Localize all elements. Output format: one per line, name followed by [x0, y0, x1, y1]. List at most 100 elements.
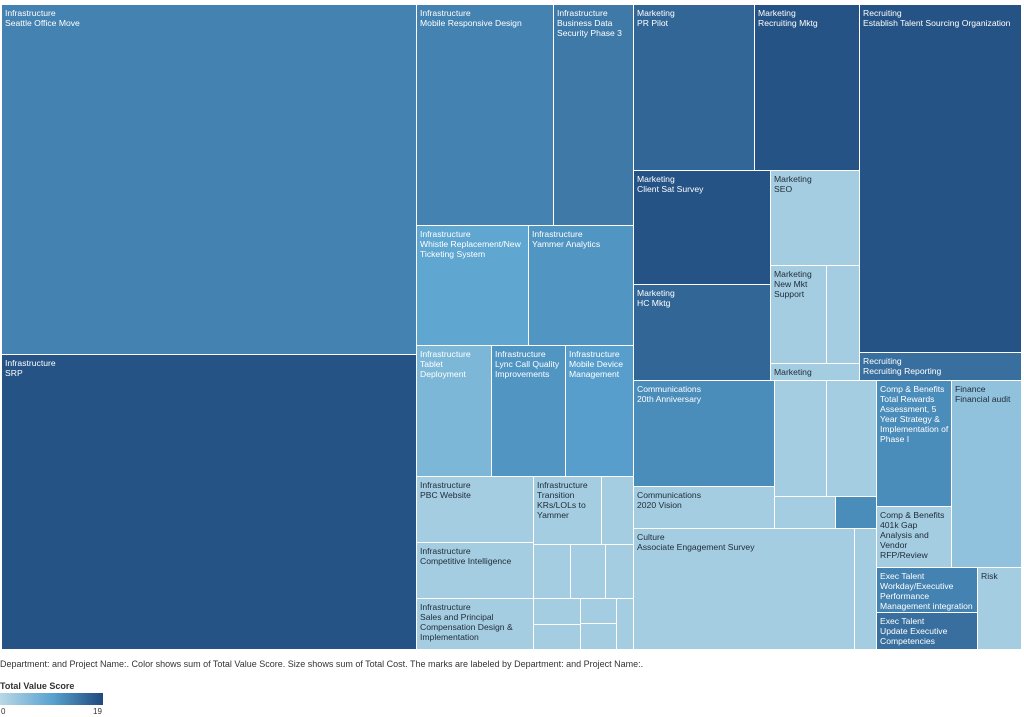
legend-min-label: 0	[1, 707, 6, 716]
treemap-tile: Infrastructure Business Data Security Pha…	[554, 5, 634, 226]
treemap-tile-unlabeled	[827, 266, 860, 364]
treemap-tile: Infrastructure SRP	[2, 355, 417, 650]
treemap-tile: Marketing	[771, 364, 860, 381]
tile-project-label: Sales and Principal Compensation Design …	[420, 612, 513, 642]
tile-department-label: Risk	[981, 571, 998, 581]
treemap-tile: Marketing HC Mktg	[634, 285, 771, 381]
tile-department-label: Marketing	[637, 174, 675, 184]
tile-project-label: SRP	[5, 368, 23, 378]
treemap-tile: Exec Talent Update Executive Competencies	[877, 613, 978, 650]
treemap-tile-unlabeled	[581, 624, 617, 650]
tile-project-label: Update Executive Competencies	[880, 626, 948, 646]
tile-project-label: New Mkt Support	[774, 279, 808, 299]
treemap-tile: Infrastructure PBC Website	[417, 477, 534, 543]
treemap-tile: Infrastructure Lync Call Quality Improvem…	[492, 346, 566, 477]
treemap-tile: Comp & Benefits Total Rewards Assessment,…	[877, 381, 952, 507]
tile-project-label: Recruiting Mktg	[758, 18, 818, 28]
treemap-tile: Marketing SEO	[771, 171, 860, 266]
tile-project-label: Lync Call Quality Improvements	[495, 359, 560, 379]
tile-department-label: Infrastructure	[420, 546, 471, 556]
tile-department-label: Exec Talent	[880, 616, 925, 626]
tile-project-label: Business Data Security Phase 3	[557, 18, 622, 38]
tile-project-label: PBC Website	[420, 490, 471, 500]
tile-department-label: Infrastructure	[420, 8, 471, 18]
legend-max-label: 19	[93, 707, 102, 716]
treemap-tile: Infrastructure Mobile Device Management	[566, 346, 634, 477]
tile-department-label: Infrastructure	[420, 602, 471, 612]
tile-project-label: HC Mktg	[637, 298, 671, 308]
tile-department-label: Marketing	[758, 8, 796, 18]
tile-department-label: Recruiting	[863, 356, 902, 366]
treemap-tile-unlabeled	[534, 599, 581, 625]
tile-project-label: 2020 Vision	[637, 500, 682, 510]
chart-caption: Department: and Project Name:. Color sho…	[0, 659, 644, 669]
tile-department-label: Recruiting	[863, 8, 902, 18]
treemap-tile: Infrastructure Whistle Replacement/New Ti…	[417, 226, 529, 346]
treemap-tile-unlabeled	[602, 477, 634, 545]
tile-department-label: Finance	[955, 384, 986, 394]
tile-project-label: Client Sat Survey	[637, 184, 704, 194]
tile-department-label: Comp & Benefits	[880, 510, 945, 520]
treemap-tile-unlabeled	[581, 599, 617, 624]
tile-project-label: PR Pilot	[637, 18, 669, 28]
treemap-tile-unlabeled	[775, 381, 827, 497]
treemap-tile: Recruiting Establish Talent Sourcing Orga…	[860, 5, 1022, 353]
treemap-tile: Risk	[978, 568, 1022, 650]
tile-department-label: Marketing	[637, 288, 675, 298]
tile-department-label: Infrastructure	[537, 480, 588, 490]
tile-project-label: 20th Anniversary	[637, 394, 702, 404]
tile-project-label: Yammer Analytics	[532, 239, 601, 249]
treemap-tile-unlabeled	[606, 545, 634, 599]
treemap-tile: Finance Financial audit	[952, 381, 1022, 568]
treemap-tile-unlabeled	[571, 545, 606, 599]
treemap-tile: Infrastructure Yammer Analytics	[529, 226, 634, 346]
treemap-tile-unlabeled	[617, 599, 634, 650]
tile-department-label: Marketing	[637, 8, 675, 18]
tile-department-label: Infrastructure	[420, 349, 471, 359]
treemap-tile: Comp & Benefits 401k Gap Analysis and Ven…	[877, 507, 952, 568]
tile-project-label: Recruiting Reporting	[863, 366, 942, 376]
treemap-tile: Infrastructure Transition KRs/LOLs to Yam…	[534, 477, 602, 545]
tile-project-label: Financial audit	[955, 394, 1011, 404]
treemap-tile: Infrastructure Mobile Responsive Design	[417, 5, 554, 226]
treemap-tile-unlabeled	[855, 529, 877, 650]
treemap-tile: Culture Associate Engagement Survey	[634, 529, 855, 650]
tile-department-label: Marketing	[774, 269, 812, 279]
tile-project-label: Tablet Deployment	[420, 359, 466, 379]
treemap-tile-unlabeled	[827, 381, 877, 497]
treemap-tile: Communications 20th Anniversary	[634, 381, 775, 487]
legend-title: Total Value Score	[0, 681, 75, 691]
tile-department-label: Infrastructure	[420, 480, 471, 490]
tile-project-label: Transition KRs/LOLs to Yammer	[537, 490, 586, 520]
treemap-tile-unlabeled	[534, 545, 571, 599]
treemap-tile: Infrastructure Seattle Office Move	[2, 5, 417, 355]
tile-department-label: Culture	[637, 532, 665, 542]
treemap-tile: Infrastructure Tablet Deployment	[417, 346, 492, 477]
tile-project-label: Establish Talent Sourcing Organization	[863, 18, 1011, 28]
tile-project-label: Total Rewards Assessment, 5 Year Strateg…	[880, 394, 949, 444]
treemap-tile: Marketing Recruiting Mktg	[755, 5, 860, 171]
tile-project-label: Whistle Replacement/New Ticketing System	[420, 239, 521, 259]
tile-department-label: Infrastructure	[495, 349, 546, 359]
treemap-tile: Marketing PR Pilot	[634, 5, 755, 171]
tile-department-label: Comp & Benefits	[880, 384, 945, 394]
treemap-tile: Communications 2020 Vision	[634, 487, 775, 529]
tile-project-label: Mobile Device Management	[569, 359, 623, 379]
tile-project-label: Seattle Office Move	[5, 18, 80, 28]
color-legend-bar	[0, 693, 103, 705]
treemap-tile: Marketing New Mkt Support	[771, 266, 827, 364]
treemap-tile: Exec Talent Workday/Executive Performance…	[877, 568, 978, 613]
tile-project-label: Mobile Responsive Design	[420, 18, 522, 28]
treemap-tile: Infrastructure Competitive Intelligence	[417, 543, 534, 599]
tile-department-label: Infrastructure	[557, 8, 608, 18]
tile-department-label: Communications	[637, 384, 701, 394]
tile-department-label: Marketing	[774, 367, 812, 377]
treemap-tile-unlabeled	[534, 625, 581, 650]
tile-department-label: Communications	[637, 490, 701, 500]
treemap-tile-unlabeled	[836, 497, 877, 529]
tile-project-label: SEO	[774, 184, 793, 194]
treemap-tile: Infrastructure Sales and Principal Compen…	[417, 599, 534, 650]
tile-department-label: Infrastructure	[532, 229, 583, 239]
tile-project-label: Competitive Intelligence	[420, 556, 512, 566]
tile-department-label: Infrastructure	[420, 229, 471, 239]
